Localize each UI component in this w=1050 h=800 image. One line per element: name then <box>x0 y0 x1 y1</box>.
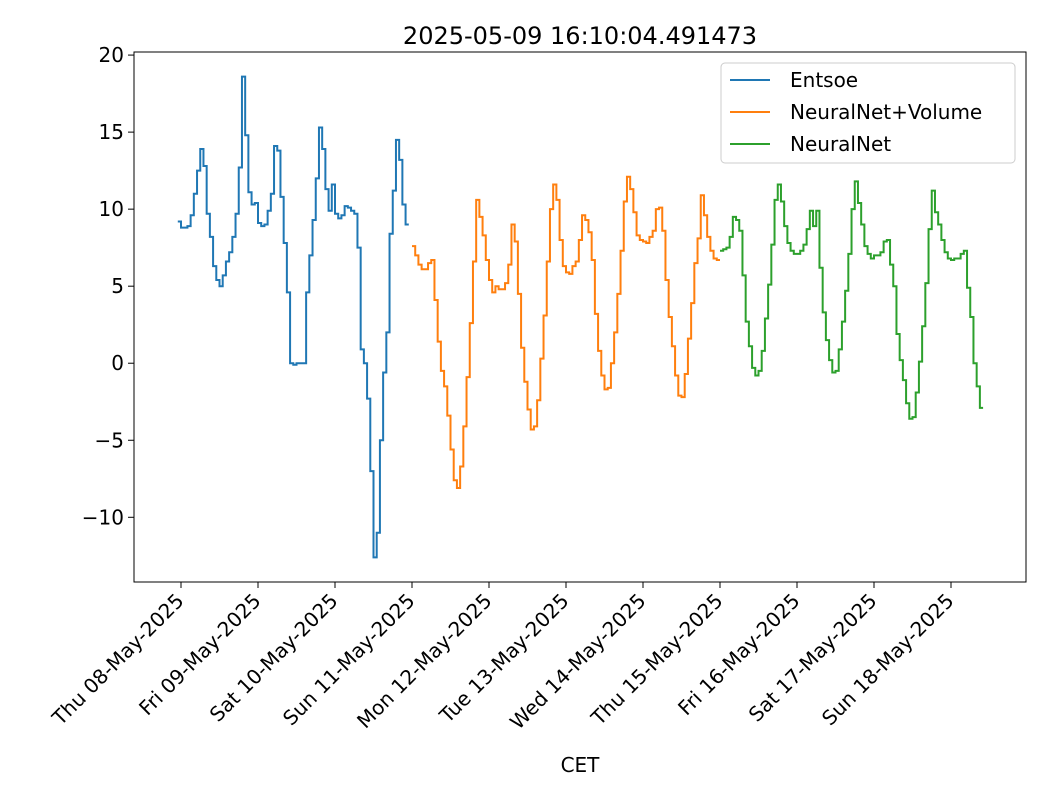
y-tick-label: 15 <box>99 120 124 144</box>
y-tick-label: 0 <box>111 351 124 375</box>
x-tick-label: Sat 10-May-2025 <box>205 589 343 727</box>
legend-label: Entsoe <box>790 68 858 92</box>
legend-box <box>720 62 1016 164</box>
y-tick-label: 10 <box>99 197 124 221</box>
y-axis: 20 15 10 5 0 −5 −10 <box>82 43 134 529</box>
x-tick-label: Mon 12-May-2025 <box>352 589 496 733</box>
series-line-neuralnet <box>720 180 984 420</box>
chart-title: 2025-05-09 16:10:04.491473 <box>403 22 757 50</box>
series-line-neuralnet-volume <box>412 175 720 490</box>
legend-label: NeuralNet+Volume <box>790 100 982 124</box>
x-tick-label: Thu 08-May-2025 <box>47 589 189 731</box>
x-tick-label: Sun 18-May-2025 <box>817 589 959 731</box>
x-tick-label: Sat 17-May-2025 <box>744 589 882 727</box>
y-tick-label: 20 <box>99 43 124 67</box>
x-tick-label: Wed 14-May-2025 <box>505 589 650 734</box>
series-layer <box>177 75 984 559</box>
legend-label: NeuralNet <box>790 132 891 156</box>
x-tick-label: Sun 11-May-2025 <box>278 589 420 731</box>
x-tick-label: Tue 13-May-2025 <box>434 589 574 729</box>
y-tick-label: 5 <box>111 274 124 298</box>
plot-frame <box>133 51 1027 583</box>
legend: Entsoe NeuralNet+Volume NeuralNet <box>720 62 1016 164</box>
series-line-entsoe <box>177 75 409 559</box>
x-tick-label: Thu 15-May-2025 <box>586 589 728 731</box>
x-axis-label: CET <box>561 753 601 777</box>
y-tick-label: −5 <box>95 428 124 452</box>
y-tick-label: −10 <box>82 505 124 529</box>
